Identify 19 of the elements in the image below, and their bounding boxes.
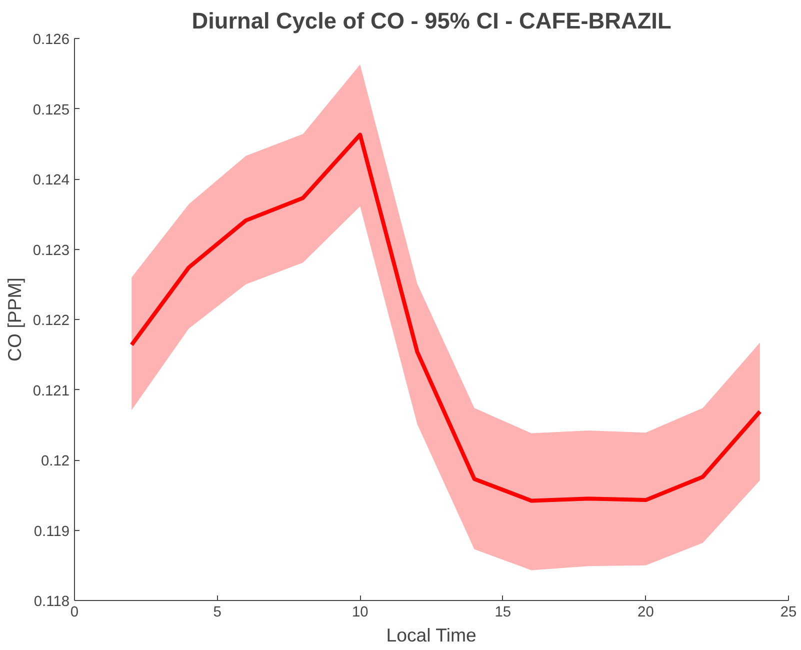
chart-title: Diurnal Cycle of CO - 95% CI - CAFE-BRAZIL — [192, 8, 672, 34]
y-tick-label: 0.118 — [34, 594, 70, 610]
x-tick-label: 20 — [638, 604, 654, 620]
y-tick-label: 0.123 — [32, 242, 70, 259]
y-axis-title: CO [PPM] — [4, 278, 25, 362]
x-tick-label: 10 — [352, 604, 368, 620]
x-tick-label: 15 — [494, 604, 512, 620]
x-tick-label: 0 — [70, 604, 79, 620]
y-tick-label: 0.119 — [34, 524, 70, 540]
y-tick-label: 0.124 — [32, 172, 70, 188]
y-tick-label: 0.12 — [40, 454, 70, 470]
y-tick-label: 0.122 — [32, 313, 70, 329]
line-series — [130, 132, 762, 503]
y-tick-label: 0.126 — [32, 32, 70, 48]
x-tick-label: 25 — [780, 604, 797, 620]
y-tick-label: 0.121 — [32, 383, 70, 400]
y-tick-label: 0.125 — [32, 102, 70, 118]
x-tick-label: 5 — [213, 604, 222, 620]
x-axis-title: Local Time — [386, 624, 476, 646]
